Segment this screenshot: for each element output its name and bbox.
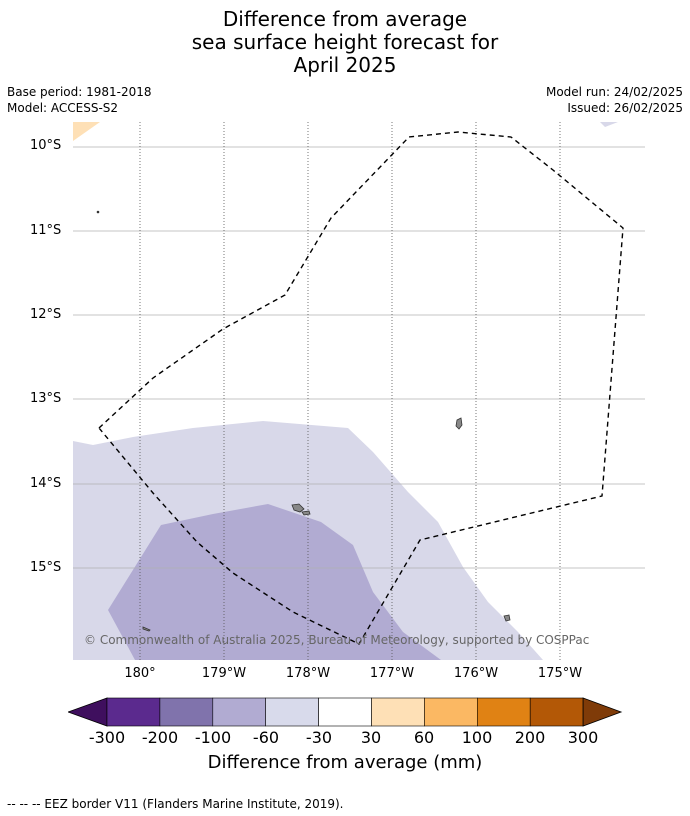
colorbar-tick-4: -60 — [252, 728, 280, 747]
colorbar-segment — [424, 697, 478, 727]
island-southwest — [142, 626, 151, 632]
colorbar-segment — [265, 697, 319, 727]
lon-label-176w: 176°W — [453, 666, 499, 681]
eez-footnote: -- -- -- EEZ border V11 (Flanders Marine… — [7, 797, 344, 811]
lat-label-11s: 11°S — [30, 223, 62, 238]
anomaly-region-small-purple — [600, 122, 618, 127]
lat-label-13s: 13°S — [30, 391, 62, 406]
colorbar-label: Difference from average (mm) — [207, 752, 483, 773]
model-text: Model: ACCESS-S2 — [7, 101, 119, 115]
island-west-main — [291, 503, 305, 513]
island-southeast — [503, 614, 511, 622]
title-line-2: sea surface height forecast for — [191, 30, 499, 54]
lon-label-175w: 175°W — [537, 666, 583, 681]
colorbar-extend-high — [582, 697, 623, 727]
base-period-text: Base period: 1981-2018 — [7, 85, 152, 99]
colorbar-tick-2: -200 — [141, 728, 179, 747]
islands — [96, 210, 511, 632]
colorbar-tick-5: -30 — [305, 728, 333, 747]
colorbar-extend-low — [68, 697, 108, 727]
colorbar-tick-9: 200 — [514, 728, 546, 747]
colorbar-tick-6: 30 — [360, 728, 382, 747]
colorbar-tick-1: -300 — [88, 728, 126, 747]
lat-label-15s: 15°S — [30, 560, 62, 575]
lat-label-12s: 12°S — [30, 307, 62, 322]
meta-right: Model run: 24/02/2025 Issued: 26/02/2025 — [546, 84, 683, 116]
island-east — [455, 417, 463, 430]
lon-label-178w: 178°W — [285, 666, 331, 681]
title-line-1: Difference from average — [222, 7, 468, 31]
colorbar-tick-8: 100 — [461, 728, 493, 747]
colorbar-segment — [371, 697, 425, 727]
colorbar-tick-7: 60 — [413, 728, 435, 747]
anomaly-region-medium — [108, 504, 441, 660]
colorbar-tick-10: 300 — [567, 728, 599, 747]
colorbar-segment — [318, 697, 372, 727]
lat-label-10s: 10°S — [30, 138, 62, 153]
copyright-text: © Commonwealth of Australia 2025, Bureau… — [84, 633, 590, 647]
title-line-3: April 2025 — [293, 53, 397, 77]
island-west-small — [301, 510, 311, 516]
eez-border — [98, 131, 624, 645]
colorbar-tick-3: -100 — [194, 728, 232, 747]
island-dot-northwest — [96, 210, 100, 214]
meta-left: Base period: 1981-2018 Model: ACCESS-S2 — [7, 84, 152, 116]
colorbar-segment — [212, 697, 267, 727]
lon-label-179w: 179°W — [201, 666, 247, 681]
issued-text: Issued: 26/02/2025 — [567, 101, 683, 115]
colorbar-segment — [529, 697, 584, 727]
model-run-text: Model run: 24/02/2025 — [545, 85, 683, 99]
map-panel[interactable] — [73, 122, 645, 660]
colorbar-segment — [476, 697, 531, 727]
chart-title: Difference from average sea surface heig… — [0, 8, 690, 77]
gridlines — [73, 146, 645, 569]
colorbar-segment — [159, 697, 214, 727]
anomaly-region-positive — [73, 122, 100, 141]
lat-label-14s: 14°S — [30, 476, 62, 491]
colorbar-segment — [106, 697, 161, 727]
lon-label-180: 180° — [124, 666, 156, 681]
colorbar — [68, 697, 623, 727]
lon-label-177w: 177°W — [369, 666, 415, 681]
